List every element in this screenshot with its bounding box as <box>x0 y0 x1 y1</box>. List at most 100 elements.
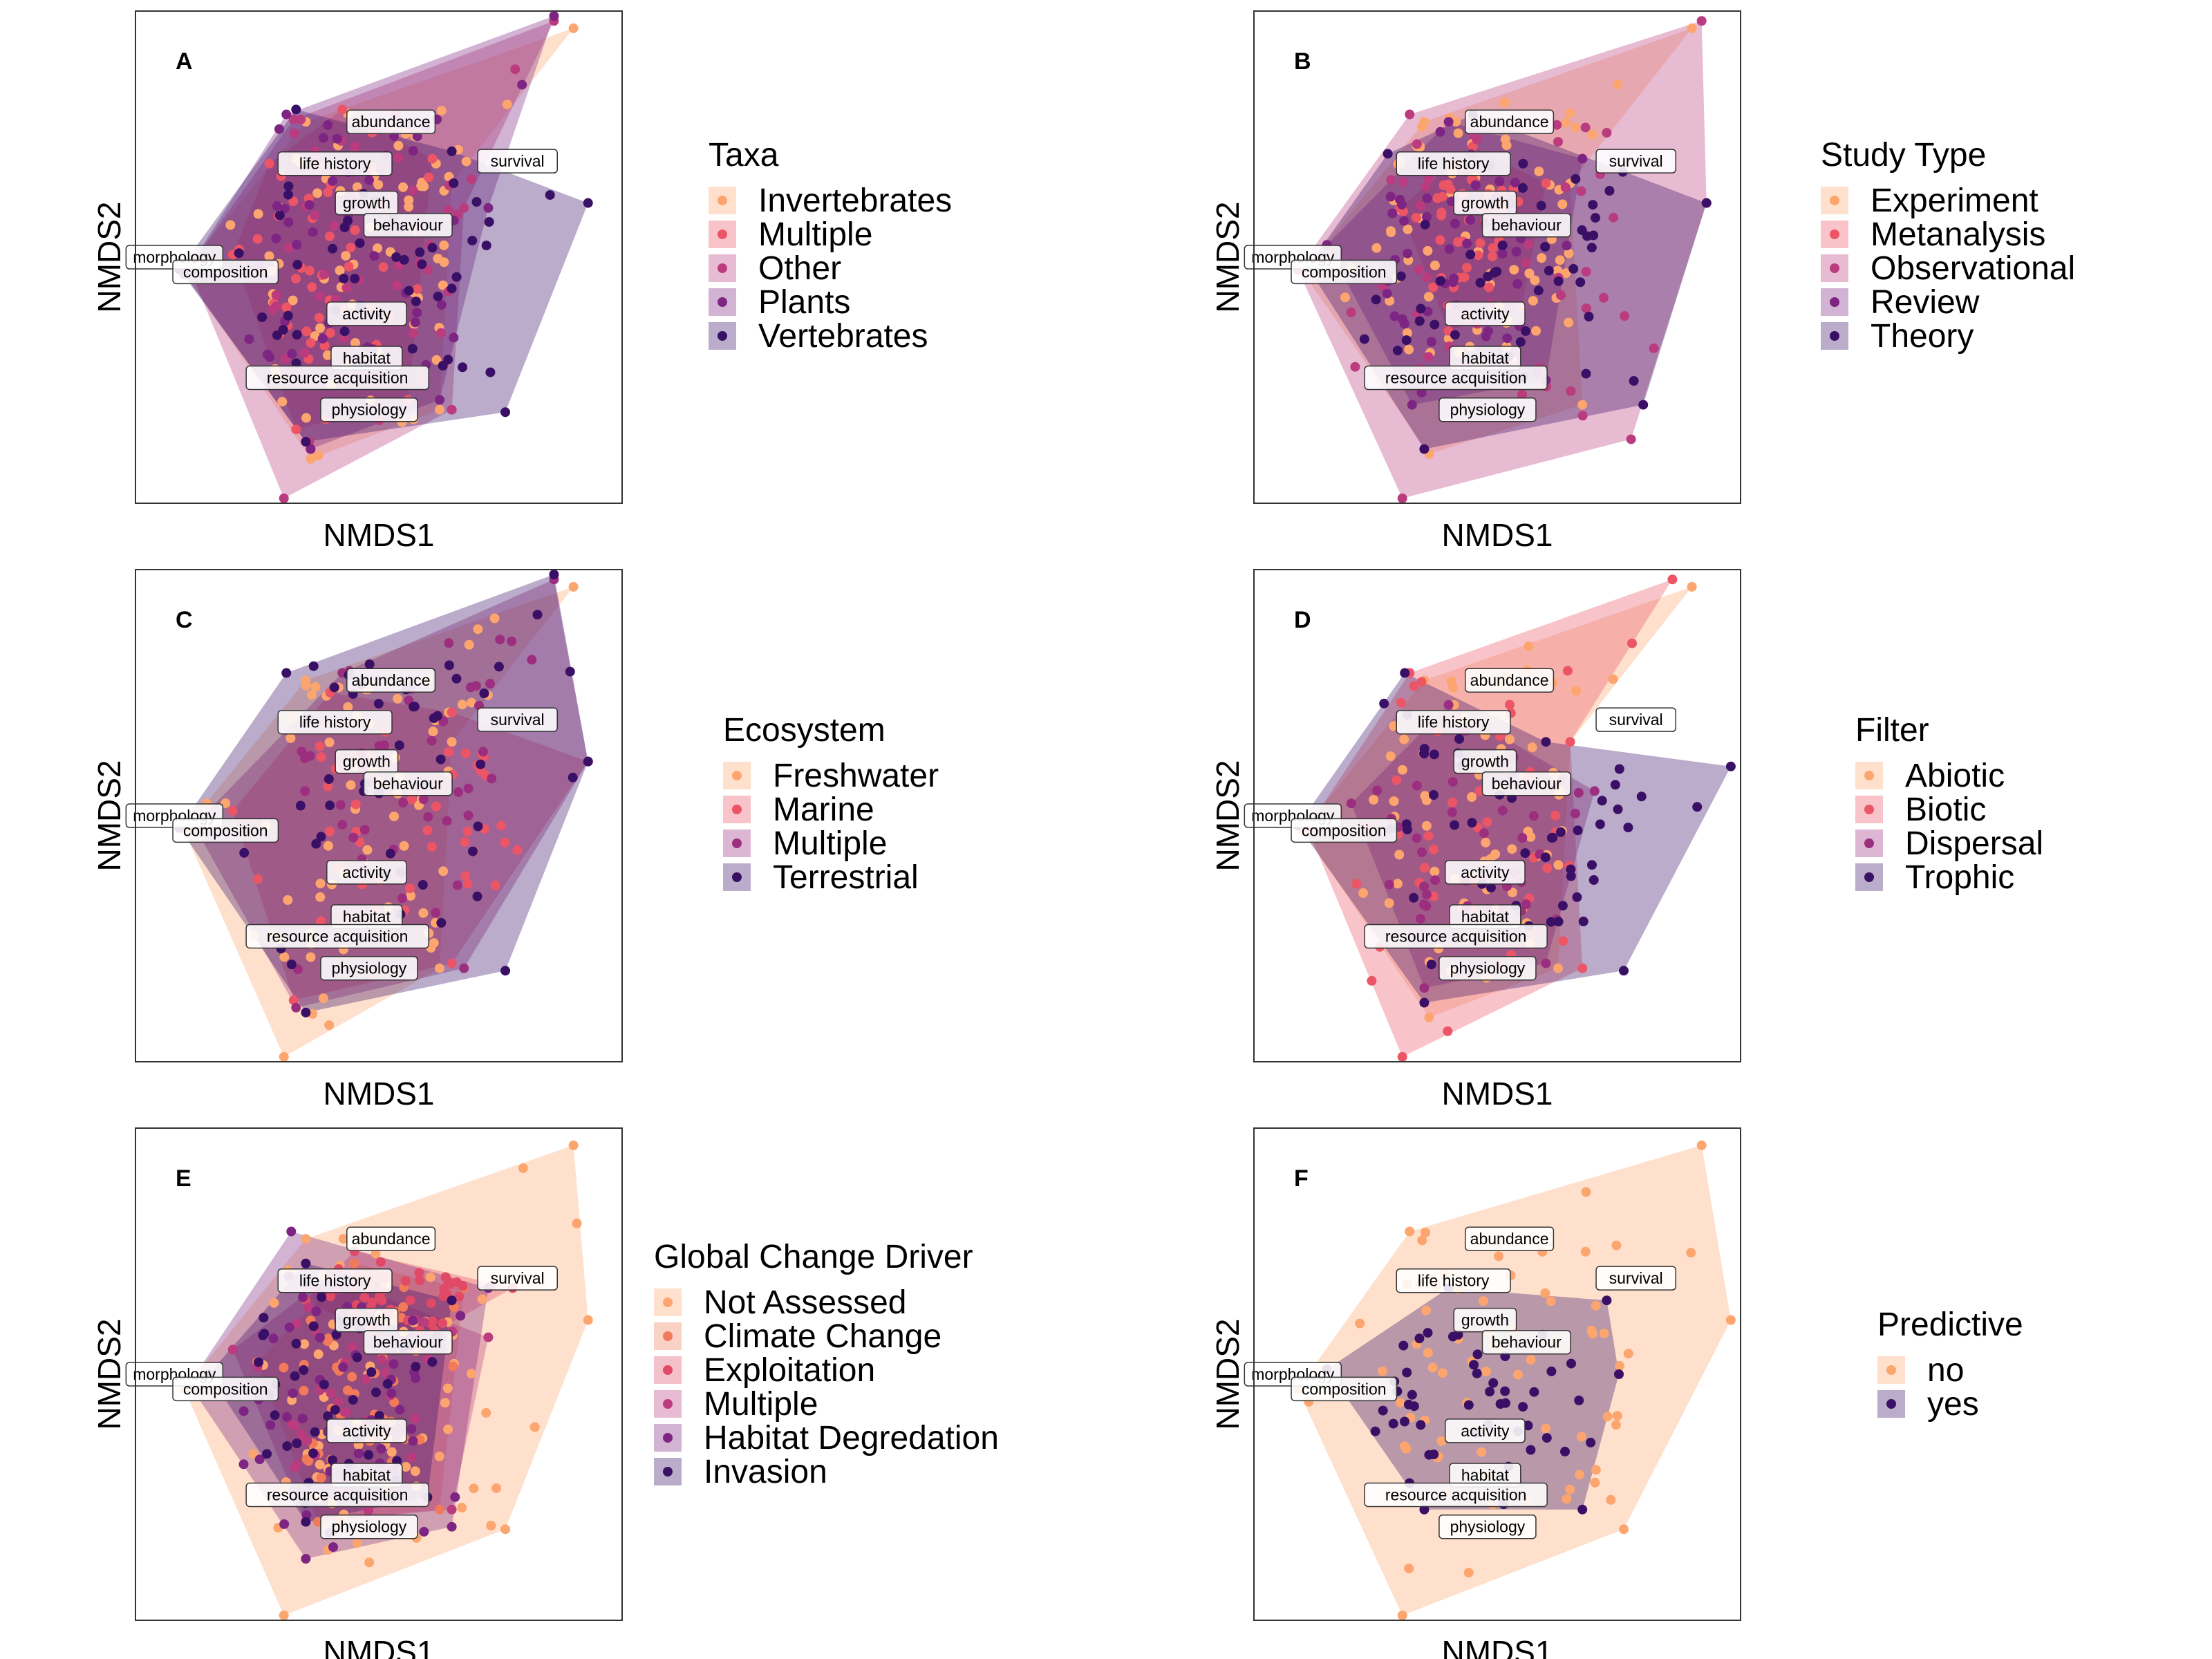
point <box>1350 362 1360 372</box>
point <box>1475 277 1485 288</box>
point <box>1423 1328 1433 1338</box>
point <box>1573 825 1583 836</box>
plot-area <box>179 1140 593 1620</box>
point <box>1432 193 1443 203</box>
point <box>447 958 457 968</box>
legend-item: Multiple <box>654 1386 818 1423</box>
point <box>338 1234 348 1244</box>
point <box>449 178 459 188</box>
point <box>1487 252 1497 262</box>
point <box>436 106 447 116</box>
point <box>447 1504 457 1515</box>
point <box>1500 1386 1510 1396</box>
panel-letter: E <box>176 1165 191 1192</box>
vector-label-life-history: life history <box>1396 1268 1511 1293</box>
vector-label-life-history: life history <box>277 709 393 735</box>
point <box>1438 1368 1447 1378</box>
point <box>1398 1340 1409 1351</box>
point <box>399 841 409 851</box>
svg-text:Multiple: Multiple <box>704 1386 818 1423</box>
panel-letter: B <box>1294 48 1311 75</box>
point <box>1473 250 1483 261</box>
svg-text:Theory: Theory <box>1871 318 1974 355</box>
svg-text:Other: Other <box>758 250 841 287</box>
point <box>311 838 321 849</box>
vector-label-abundance: abundance <box>1465 109 1555 134</box>
vector-label-physiology: physiology <box>320 955 418 981</box>
point <box>350 225 360 235</box>
vector-label-resource-acquisition: resource acquisition <box>245 365 429 391</box>
point <box>313 451 324 460</box>
point <box>1571 686 1582 696</box>
point <box>479 688 489 698</box>
point <box>398 1302 409 1312</box>
point <box>329 682 339 693</box>
legend-item: Review <box>1821 284 1980 321</box>
point <box>448 1361 458 1371</box>
point <box>476 759 486 769</box>
point <box>1444 244 1454 254</box>
point <box>1397 1610 1407 1620</box>
point <box>485 367 496 377</box>
point <box>323 781 333 791</box>
legend-item: Experiment <box>1821 182 2038 219</box>
point <box>1359 334 1369 344</box>
point <box>318 133 328 143</box>
point <box>1606 1494 1616 1505</box>
point <box>279 203 290 214</box>
point <box>298 1292 308 1302</box>
point <box>301 1258 311 1268</box>
point <box>1577 400 1588 410</box>
point <box>324 774 334 784</box>
point <box>254 1357 264 1367</box>
point <box>1430 319 1440 330</box>
point <box>343 702 353 712</box>
point <box>347 1342 357 1352</box>
point <box>280 354 290 364</box>
point <box>500 1524 511 1535</box>
point <box>1541 737 1551 747</box>
point <box>583 1315 593 1325</box>
point <box>259 1313 269 1323</box>
panel-frame <box>135 1127 623 1621</box>
point <box>300 786 310 796</box>
point <box>1382 288 1392 299</box>
point <box>1541 958 1551 968</box>
point <box>435 1504 444 1515</box>
point <box>279 1362 289 1373</box>
point <box>411 1362 421 1372</box>
vector-label-abundance: abundance <box>346 1226 436 1251</box>
svg-text:survival: survival <box>1609 711 1663 729</box>
point <box>464 639 474 650</box>
point <box>478 747 488 757</box>
point <box>481 1407 491 1418</box>
point <box>1581 368 1591 379</box>
point <box>352 1352 362 1362</box>
point <box>388 1359 399 1369</box>
point <box>1523 1421 1533 1431</box>
point <box>1578 917 1588 926</box>
point <box>1400 668 1410 678</box>
point <box>1555 827 1566 837</box>
point <box>393 140 404 151</box>
point <box>1524 239 1534 250</box>
vector-label-activity: activity <box>1445 1418 1526 1443</box>
point <box>510 64 521 75</box>
point <box>306 444 316 454</box>
point <box>279 493 289 503</box>
point <box>1400 1416 1409 1427</box>
point <box>301 1234 311 1244</box>
point <box>1443 1026 1453 1036</box>
legend: Ecosystem FreshwaterMarineMultipleTerrest… <box>723 712 939 896</box>
point <box>283 895 293 905</box>
point <box>471 197 482 207</box>
point <box>1544 265 1554 276</box>
point <box>1540 1288 1550 1298</box>
svg-text:Experiment: Experiment <box>1871 182 2038 219</box>
point <box>1397 493 1407 503</box>
point <box>1382 149 1393 159</box>
point <box>463 810 474 821</box>
point <box>1620 311 1630 321</box>
point <box>1537 253 1547 263</box>
panel-frame <box>1253 10 1741 504</box>
